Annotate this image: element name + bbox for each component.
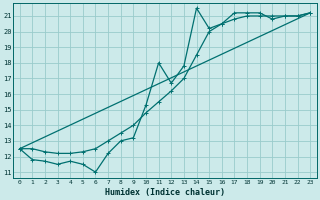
X-axis label: Humidex (Indice chaleur): Humidex (Indice chaleur) (105, 188, 225, 197)
